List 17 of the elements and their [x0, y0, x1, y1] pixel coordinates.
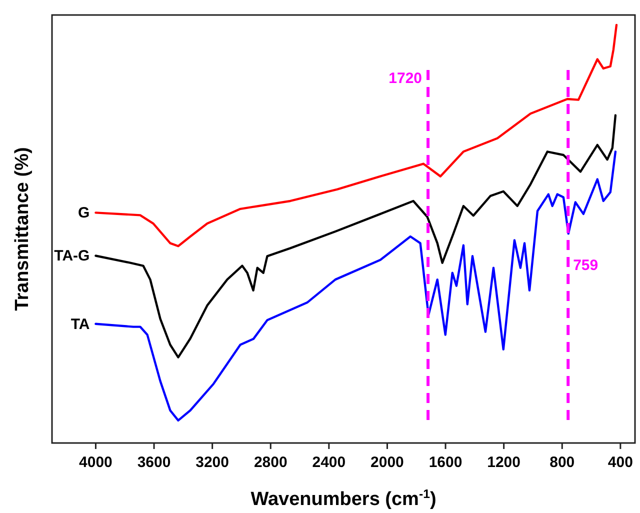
x-tick-label: 800	[550, 454, 575, 471]
series-label: TA-G	[54, 248, 90, 265]
x-tick-label: 3600	[137, 454, 171, 471]
x-tick-label: 4000	[79, 454, 112, 471]
ref-line-label: 1720	[388, 70, 422, 87]
y-axis-title: Transmittance (%)	[12, 147, 33, 311]
ref-line-label: 759	[573, 257, 598, 274]
x-tick-label: 1200	[487, 454, 521, 471]
x-tick-label: 2800	[254, 454, 288, 471]
x-tick-label: 2000	[370, 454, 404, 471]
x-tick-label: 400	[608, 454, 633, 471]
x-tick-label: 1600	[428, 454, 462, 471]
x-tick-label: 2400	[312, 454, 346, 471]
series-label: TA	[70, 316, 90, 333]
series-label: G	[78, 204, 90, 222]
x-tick-label: 3200	[196, 454, 230, 471]
x-axis-title: Wavenumbers (cm$^{-1}$)	[250, 487, 436, 510]
